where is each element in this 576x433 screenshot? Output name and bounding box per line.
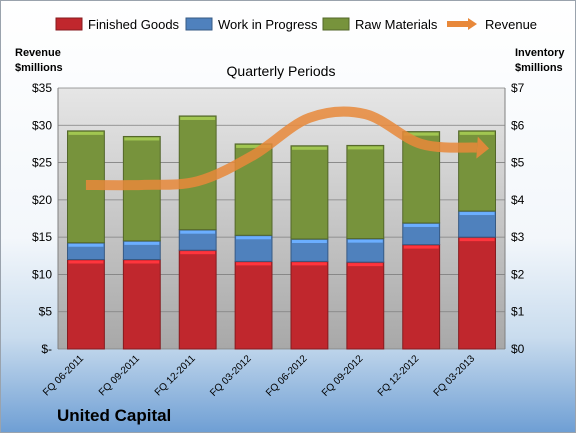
right-tick-label: $4	[511, 193, 525, 207]
left-tick-label: $-	[41, 342, 52, 356]
right-tick-label: $7	[511, 81, 525, 95]
legend-swatch-finished-goods	[55, 17, 83, 31]
legend-label-finished-goods: Finished Goods	[88, 17, 180, 32]
x-tick-label: FQ 09-2012	[320, 353, 366, 399]
right-tick-label: $1	[511, 305, 525, 319]
bar-highlight	[236, 236, 272, 240]
legend: Finished Goods Work in Progress Raw Materi…	[55, 17, 537, 32]
right-tick-label: $3	[511, 230, 525, 244]
legend-label-raw-materials: Raw Materials	[355, 17, 438, 32]
bar-highlight	[459, 238, 495, 242]
bar-finished-goods	[66, 259, 105, 350]
bar-finished-goods	[458, 236, 497, 350]
bar-highlight	[291, 240, 327, 244]
right-axis-title-line1: Inventory	[515, 47, 565, 59]
bar-finished-goods	[346, 261, 385, 350]
bar-highlight	[459, 212, 495, 216]
right-tick-label: $5	[511, 156, 525, 170]
right-axis-ticks: $0 $1 $2 $3 $4 $5 $6 $7	[511, 81, 525, 356]
bar-highlight	[124, 137, 160, 141]
left-tick-label: $30	[32, 118, 52, 132]
left-tick-label: $5	[39, 305, 53, 319]
left-axis-title-line1: Revenue	[15, 47, 61, 59]
revenue-line	[85, 106, 490, 191]
bar-work-in-progress	[234, 234, 273, 262]
bar-finished-goods	[234, 260, 273, 350]
bar-highlight	[236, 262, 272, 266]
bar-highlight	[180, 230, 216, 234]
legend-swatch-work-in-progress	[185, 17, 213, 31]
bar-finished-goods	[122, 259, 161, 350]
bar-highlight	[180, 251, 216, 255]
bars	[66, 115, 497, 350]
bar-highlight	[291, 146, 327, 150]
bar-highlight	[124, 241, 160, 245]
bar-highlight	[124, 260, 160, 264]
left-tick-label: $25	[32, 156, 52, 170]
x-tick-label: FQ 06-2011	[41, 353, 86, 398]
bar-finished-goods	[178, 249, 217, 350]
x-axis-ticks: FQ 06-2011 FQ 09-2011 FQ 12-2011 FQ 03-2012…	[41, 353, 477, 399]
left-tick-label: $15	[32, 230, 52, 244]
bar-highlight	[236, 144, 272, 148]
bar-highlight	[180, 116, 216, 120]
bar-highlight	[68, 131, 104, 135]
legend-label-work-in-progress: Work in Progress	[218, 17, 318, 32]
right-axis-title-line2: $millions	[515, 62, 563, 74]
bar-highlight	[68, 260, 104, 264]
bar-highlight	[403, 245, 439, 249]
left-axis-ticks: $- $5 $10 $15 $20 $25 $30 $35	[32, 81, 52, 356]
left-tick-label: $20	[32, 193, 52, 207]
revenue-line-arrowhead	[476, 136, 490, 159]
company-name: United Capital	[57, 406, 171, 425]
x-tick-label: FQ 09-2011	[97, 353, 142, 398]
right-tick-label: $6	[511, 118, 525, 132]
left-tick-label: $35	[32, 81, 52, 95]
bar-raw-materials	[346, 144, 385, 240]
x-tick-label: FQ 06-2012	[264, 353, 310, 399]
left-axis-title-line2: $millions	[15, 62, 63, 74]
legend-swatch-raw-materials	[322, 17, 350, 31]
axis-titles: Revenue $millions Inventory $millions	[15, 47, 565, 74]
right-tick-label: $0	[511, 342, 525, 356]
bar-highlight	[291, 262, 327, 266]
right-tick-label: $2	[511, 267, 525, 281]
bar-finished-goods	[290, 260, 329, 350]
bar-highlight	[347, 239, 383, 243]
bar-raw-materials	[290, 145, 329, 240]
bar-highlight	[459, 131, 495, 135]
left-tick-label: $10	[32, 267, 52, 281]
bar-highlight	[403, 223, 439, 227]
bar-highlight	[68, 243, 104, 247]
bar-highlight	[347, 146, 383, 150]
x-tick-label: FQ 03-2012	[208, 353, 254, 399]
legend-label-revenue: Revenue	[485, 17, 537, 32]
chart-subtitle: Quarterly Periods	[227, 63, 336, 79]
x-tick-label: FQ 12-2011	[153, 353, 198, 398]
x-tick-label: FQ 12-2012	[376, 353, 422, 399]
bar-highlight	[403, 132, 439, 136]
bar-highlight	[347, 263, 383, 267]
bar-finished-goods	[402, 244, 441, 350]
x-tick-label: FQ 03-2013	[432, 353, 478, 399]
revenue-line-path	[85, 106, 478, 191]
legend-swatch-arrow	[468, 18, 477, 30]
